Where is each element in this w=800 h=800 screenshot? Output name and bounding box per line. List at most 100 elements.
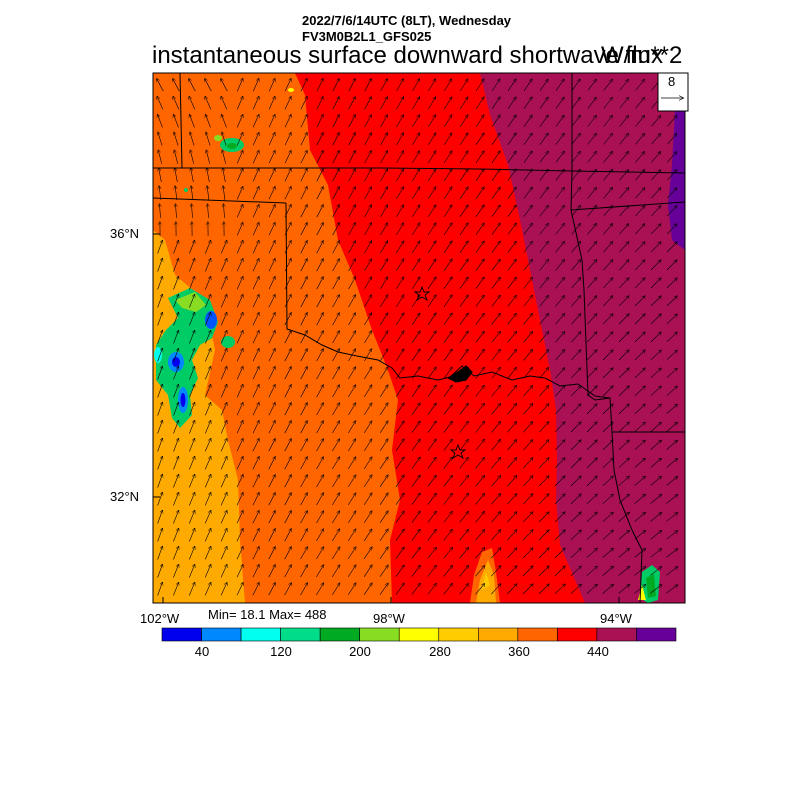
wind-arrow [348, 223, 356, 236]
wind-arrow [507, 151, 516, 163]
wind-arrow [284, 187, 291, 200]
wind-arrow [205, 313, 210, 326]
wind-arrow [395, 511, 404, 523]
wind-arrow [554, 440, 565, 451]
wind-arrow [411, 295, 420, 308]
wind-arrow [268, 511, 275, 524]
wind-arrow [618, 332, 629, 343]
wind-arrow [571, 368, 580, 379]
wind-arrow [190, 150, 194, 164]
wind-arrow [539, 332, 549, 343]
wind-arrow [666, 296, 677, 307]
wind-arrow [571, 224, 581, 235]
wind-arrow [539, 368, 548, 379]
wind-arrow [650, 224, 661, 235]
wind-arrow [602, 350, 613, 361]
wind-arrow [348, 169, 356, 182]
wind-arrow [173, 385, 179, 398]
wind-arrow [332, 331, 340, 344]
wind-arrow [666, 350, 677, 360]
wind-arrow [427, 259, 436, 271]
wind-arrow [603, 224, 612, 235]
wind-arrow [634, 386, 645, 397]
wind-arrow [222, 150, 226, 164]
wind-arrow [602, 585, 614, 594]
wind-arrow [380, 133, 388, 146]
wind-arrow [618, 278, 629, 289]
wind-arrow [364, 277, 371, 290]
wind-arrow [191, 186, 193, 200]
wind-arrow [236, 439, 243, 452]
wind-arrow [555, 151, 564, 163]
wind-arrow [252, 493, 259, 506]
wind-arrow [538, 584, 549, 595]
wind-arrow [587, 260, 596, 271]
colorbar-swatch [438, 627, 479, 642]
wind-arrow [491, 476, 501, 487]
wind-arrow [252, 223, 259, 236]
wind-arrow [443, 331, 452, 343]
wind-arrow [332, 457, 339, 470]
wind-arrow [475, 386, 485, 397]
wind-arrow [602, 440, 613, 451]
wind-arrow [443, 313, 452, 325]
wind-arrow [635, 170, 644, 181]
wind-arrow [316, 187, 323, 200]
wind-arrow [268, 241, 275, 254]
wind-arrow [364, 295, 371, 308]
wind-arrow [651, 134, 660, 145]
wind-arrow [586, 494, 597, 505]
wind-arrow [507, 97, 516, 109]
wind-arrow [666, 513, 678, 522]
wind-arrow [252, 169, 259, 182]
wind-arrow [634, 260, 645, 271]
wind-arrow [332, 565, 339, 578]
wind-arrow [443, 457, 452, 469]
wind-arrow [603, 278, 612, 289]
wind-arrow [491, 151, 500, 163]
wind-arrow [666, 224, 677, 235]
wind-arrow [157, 438, 163, 452]
wind-arrow [316, 205, 323, 218]
wind-arrow [523, 494, 532, 505]
wind-arrow [586, 584, 597, 594]
wind-arrow [157, 492, 163, 506]
wind-arrow [189, 313, 194, 326]
wind-arrow [635, 134, 645, 145]
wind-arrow [459, 205, 468, 217]
wind-arrow [396, 223, 403, 236]
wind-arrow [603, 79, 613, 91]
wind-arrow [459, 349, 468, 361]
wind-arrow [220, 277, 227, 290]
wind-arrow [220, 475, 227, 488]
wind-arrow [380, 295, 387, 308]
wind-arrow [555, 404, 564, 415]
wind-arrow [364, 331, 371, 344]
wind-arrow [459, 566, 469, 577]
wind-arrow [252, 529, 259, 542]
wind-arrow [411, 583, 420, 595]
wind-arrow [411, 565, 420, 577]
wind-arrow [204, 511, 211, 524]
wind-arrow [443, 566, 453, 577]
wind-arrow [651, 170, 660, 181]
wind-arrow [635, 116, 645, 127]
wind-arrow [603, 242, 612, 253]
wind-arrow [507, 548, 516, 559]
wind-arrow [618, 350, 629, 361]
wind-arrow [204, 547, 211, 560]
wind-arrow [586, 476, 597, 487]
wind-arrow [252, 457, 259, 470]
wind-arrow [555, 97, 564, 109]
wind-arrow [284, 349, 291, 362]
wind-arrow [586, 548, 597, 558]
wind-arrow [252, 79, 259, 92]
wind-arrow [587, 188, 597, 199]
wind-arrow [428, 97, 435, 110]
wind-arrow [220, 493, 227, 506]
wind-arrow [173, 349, 179, 362]
wind-arrow [284, 529, 292, 542]
wind-arrow [160, 204, 161, 219]
wind-arrow [300, 151, 307, 164]
wind-arrow [380, 187, 388, 200]
